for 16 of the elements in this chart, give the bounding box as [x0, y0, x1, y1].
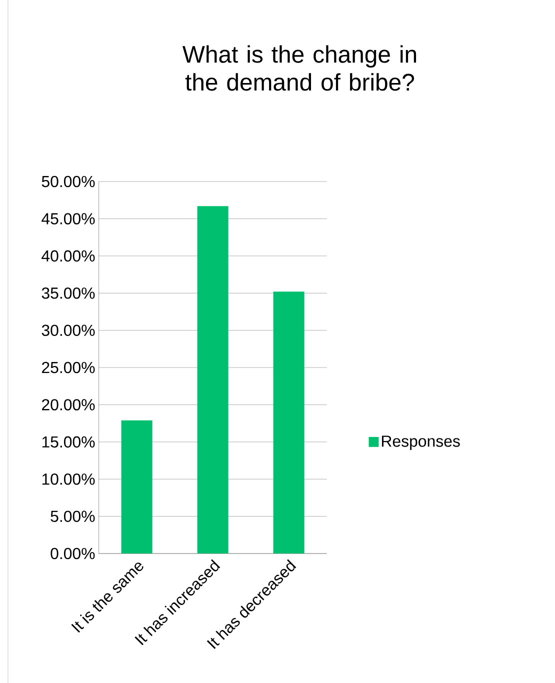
- y-tick-label: 30.00%: [42, 324, 95, 336]
- y-tick-label: 25.00%: [42, 362, 95, 374]
- y-tick-label: 0.00%: [50, 548, 95, 560]
- chart-title: What is the change in the demand of bribe?: [182, 45, 416, 91]
- y-tick-label: 5.00%: [50, 510, 95, 522]
- legend-label: Responses: [382, 436, 460, 450]
- y-tick-label: 10.00%: [42, 474, 95, 485]
- y-tick-label: 35.00%: [42, 288, 95, 299]
- bar: [121, 420, 152, 554]
- y-tick-label: 40.00%: [42, 250, 95, 262]
- bar: [273, 292, 304, 554]
- y-tick-label: 45.00%: [42, 213, 95, 224]
- bar: [197, 206, 228, 554]
- y-tick-label: 15.00%: [42, 436, 95, 448]
- y-tick-label: 50.00%: [42, 176, 95, 188]
- y-tick-label: 20.00%: [42, 399, 95, 410]
